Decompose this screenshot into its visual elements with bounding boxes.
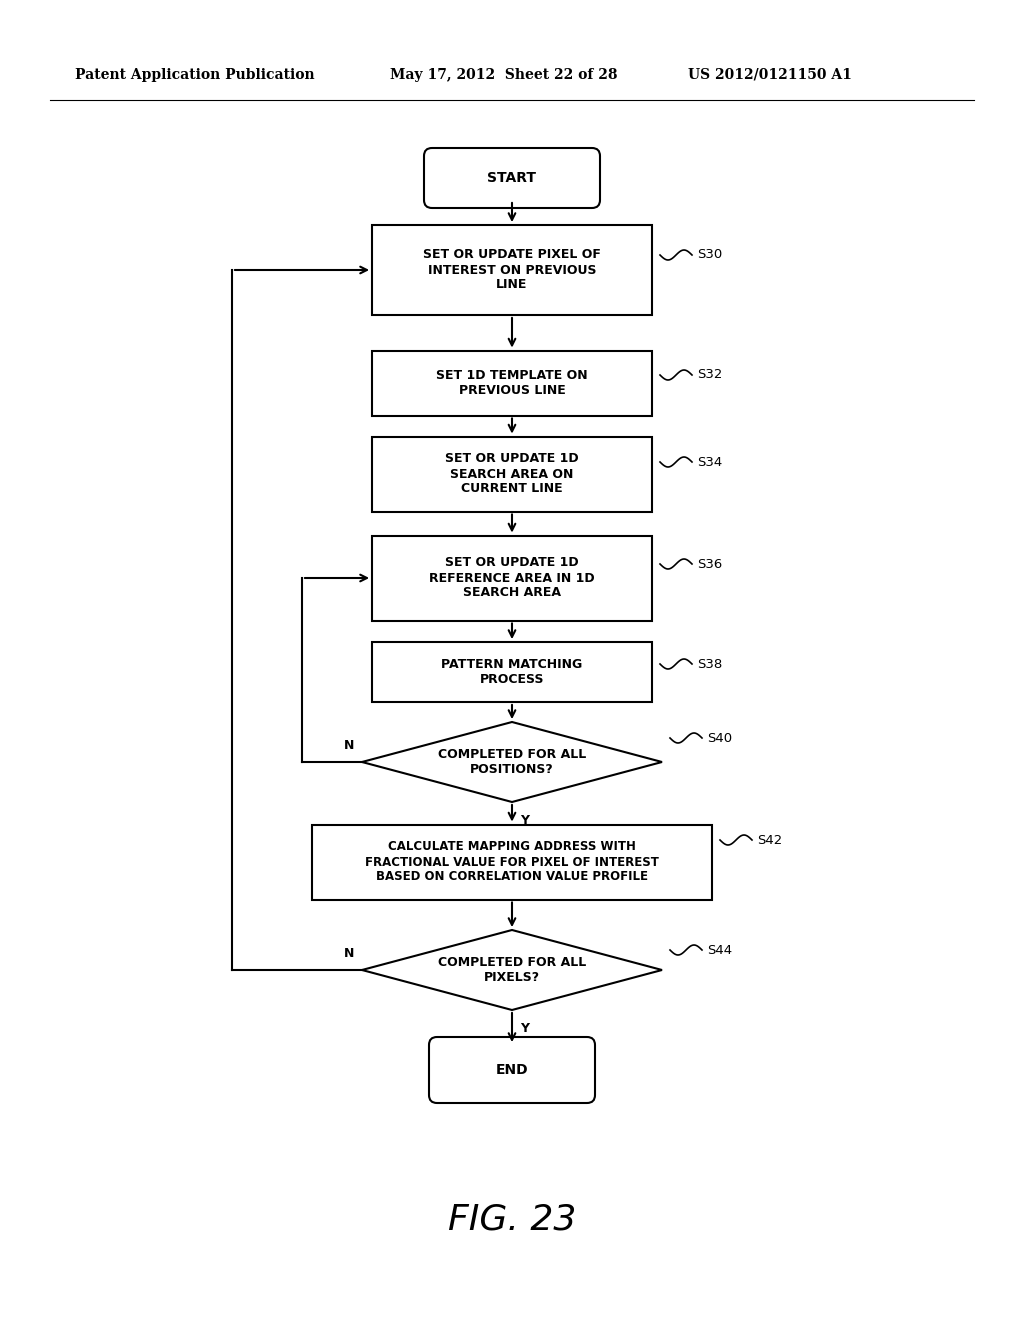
Bar [372, 351, 652, 416]
Text: COMPLETED FOR ALL
POSITIONS?: COMPLETED FOR ALL POSITIONS? [438, 748, 586, 776]
Text: Y: Y [520, 1022, 529, 1035]
Text: SET OR UPDATE PIXEL OF
INTEREST ON PREVIOUS
LINE: SET OR UPDATE PIXEL OF INTEREST ON PREVI… [423, 248, 601, 292]
Bar [312, 825, 712, 899]
Polygon shape [362, 931, 662, 1010]
Bar [372, 536, 652, 620]
Text: S32: S32 [697, 368, 722, 381]
Bar [372, 224, 652, 315]
Text: SET OR UPDATE 1D
REFERENCE AREA IN 1D
SEARCH AREA: SET OR UPDATE 1D REFERENCE AREA IN 1D SE… [429, 557, 595, 599]
Text: PATTERN MATCHING
PROCESS: PATTERN MATCHING PROCESS [441, 657, 583, 686]
Text: US 2012/0121150 A1: US 2012/0121150 A1 [688, 69, 852, 82]
Bar [372, 642, 652, 702]
Text: SET 1D TEMPLATE ON
PREVIOUS LINE: SET 1D TEMPLATE ON PREVIOUS LINE [436, 370, 588, 397]
Text: S34: S34 [697, 455, 722, 469]
Text: S42: S42 [757, 833, 782, 846]
Polygon shape [362, 722, 662, 803]
Text: S40: S40 [707, 731, 732, 744]
Bar [372, 437, 652, 511]
FancyBboxPatch shape [429, 1038, 595, 1104]
Text: SET OR UPDATE 1D
SEARCH AREA ON
CURRENT LINE: SET OR UPDATE 1D SEARCH AREA ON CURRENT … [445, 453, 579, 495]
Text: S38: S38 [697, 657, 722, 671]
FancyBboxPatch shape [424, 148, 600, 209]
Text: S36: S36 [697, 557, 722, 570]
Text: END: END [496, 1063, 528, 1077]
Text: S44: S44 [707, 944, 732, 957]
Text: S30: S30 [697, 248, 722, 261]
Text: CALCULATE MAPPING ADDRESS WITH
FRACTIONAL VALUE FOR PIXEL OF INTEREST
BASED ON C: CALCULATE MAPPING ADDRESS WITH FRACTIONA… [366, 841, 658, 883]
Text: FIG. 23: FIG. 23 [447, 1203, 577, 1237]
Text: COMPLETED FOR ALL
PIXELS?: COMPLETED FOR ALL PIXELS? [438, 956, 586, 983]
Text: May 17, 2012  Sheet 22 of 28: May 17, 2012 Sheet 22 of 28 [390, 69, 617, 82]
Text: Patent Application Publication: Patent Application Publication [75, 69, 314, 82]
Text: N: N [344, 739, 354, 752]
Text: Y: Y [520, 814, 529, 828]
Text: START: START [487, 172, 537, 185]
Text: N: N [344, 946, 354, 960]
